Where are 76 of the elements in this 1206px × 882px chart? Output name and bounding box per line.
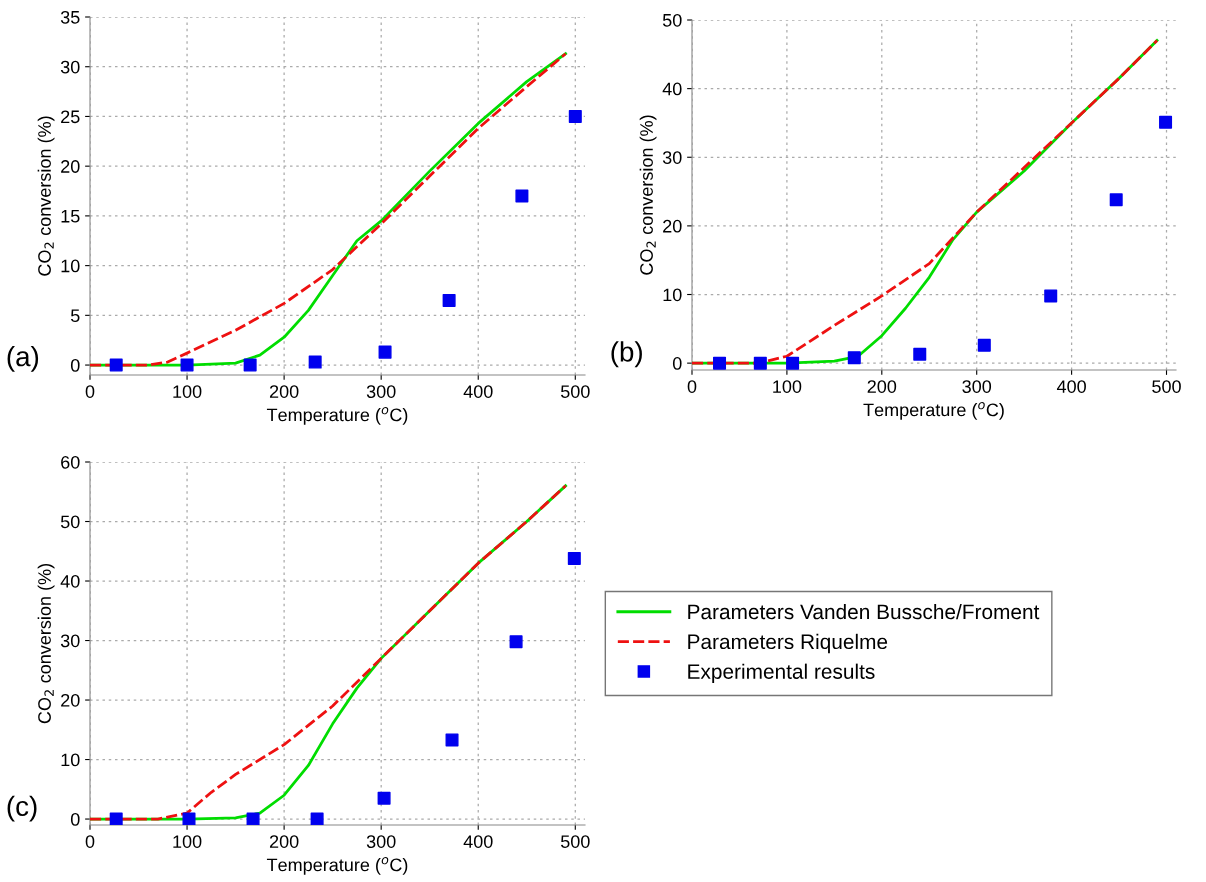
x-tick-label: 100 [173,835,202,848]
point [442,293,456,307]
point [713,356,727,370]
x-tick-label: 400 [1056,380,1086,393]
x-axis-title: Temperature ($^{o}$C) [863,402,1004,420]
y-tick-label: 25 [61,110,80,124]
x-tick-label: 0 [85,835,95,848]
y-tick-label: 0 [70,812,80,826]
y-tick-label: 50 [60,515,80,529]
point [786,356,800,370]
x-tick-label: 300 [366,385,396,398]
point [509,635,523,649]
x-tick-label: 500 [560,835,590,848]
point [377,791,391,805]
point [567,551,581,565]
y-tick-label: 10 [61,259,80,273]
y-tick-label: 20 [61,160,80,173]
x-tick-label: 200 [867,380,897,393]
point [182,812,196,825]
point [515,189,529,203]
point [977,338,991,352]
text: (c) [7,795,37,822]
point [109,812,123,825]
point [109,358,123,372]
y-axis-title: CO$_{2}$ conversion (%) [37,564,55,724]
y-tick-label: 10 [61,753,80,767]
point [847,351,861,365]
y-tick-label: 0 [70,358,80,372]
y-tick-label: 30 [662,151,682,164]
y-tick-label: 40 [662,82,682,96]
x-tick-label: 200 [269,385,299,398]
point [310,812,324,825]
y-tick-label: 20 [61,693,80,707]
x-axis-title: Temperature ($^{o}$C) [266,407,408,425]
y-axis-title: CO$_{2}$ conversion (%) [639,115,657,275]
point [308,355,322,369]
y-tick-label: 10 [663,288,682,302]
y-tick-label: 60 [61,455,80,469]
y-tick-label: 5 [70,309,80,323]
point [1044,289,1058,303]
point [246,812,260,825]
x-tick-label: 200 [269,835,299,848]
x-tick-label: 300 [366,835,396,848]
text: (b) [611,341,642,368]
x-tick-label: 500 [1152,380,1181,393]
point [568,109,582,123]
y-tick-label: 35 [60,10,80,24]
point [1109,193,1123,207]
y-tick-label: 40 [60,574,80,588]
y-tick-label: 0 [672,357,682,370]
x-tick-label: 100 [773,380,802,393]
x-tick-label: 0 [85,385,95,398]
legend-label: Experimental results [688,663,875,684]
x-tick-label: 0 [687,380,697,393]
y-tick-label: 20 [663,219,682,233]
x-axis-title: Temperature ($^{o}$C) [266,857,408,875]
point [1159,115,1173,129]
x-tick-label: 300 [962,380,992,393]
point [753,356,767,370]
point [913,347,927,361]
y-tick-label: 30 [60,60,80,74]
point [243,358,257,372]
y-axis-title: CO$_{2}$ conversion (%) [37,116,55,276]
y-tick-label: 15 [61,210,80,223]
x-tick-label: 100 [173,385,202,398]
point [378,345,392,359]
y-tick-label: 30 [60,634,80,648]
x-tick-label: 500 [560,385,590,398]
x-tick-label: 400 [463,835,493,848]
point [445,733,459,747]
legend-label: Parameters Riquelme [688,633,888,654]
text: (a) [7,345,39,372]
legend-label: Parameters Vanden Bussche/Froment [688,603,1040,620]
y-tick-label: 50 [662,13,682,27]
point [180,358,194,372]
x-tick-label: 400 [463,385,493,398]
